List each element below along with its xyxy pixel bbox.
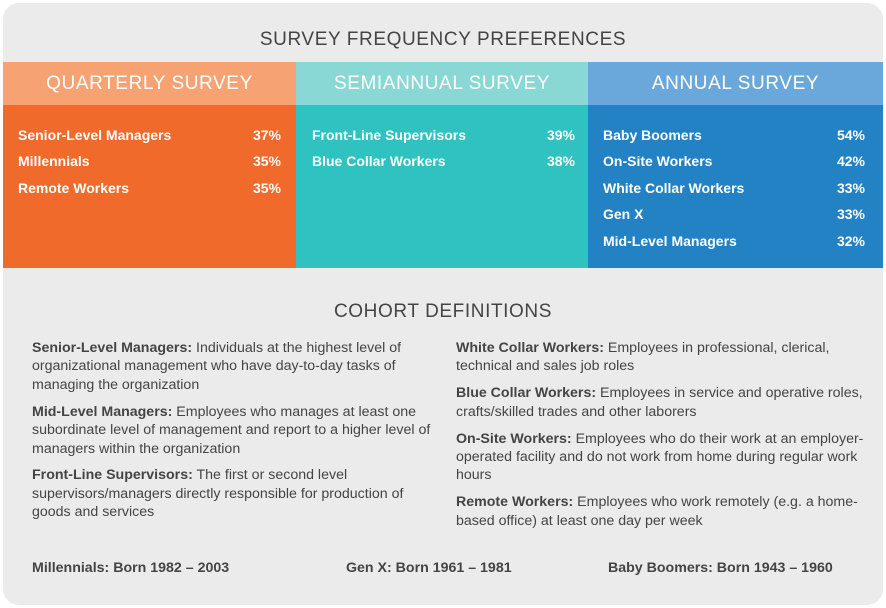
- semiannual-column: SEMIANNUAL SURVEY Front-Line Supervisors…: [296, 62, 588, 268]
- annual-header: ANNUAL SURVEY: [588, 62, 883, 105]
- definition: Remote Workers: Employees who work remot…: [456, 494, 858, 529]
- definition: Front-Line Supervisors: The first or sec…: [32, 467, 404, 521]
- list-item: Millennials 35%: [18, 153, 281, 170]
- list-item: Senior-Level Managers 37%: [18, 127, 281, 143]
- list-item: Mid-Level Managers 32%: [603, 232, 865, 249]
- definition: Blue Collar Workers: Employees in servic…: [456, 385, 863, 420]
- definitions-title: COHORT DEFINITIONS: [333, 301, 553, 322]
- page-title: SURVEY FREQUENCY PREFERENCES: [259, 29, 627, 50]
- genx-born: Gen X: Born 1961 – 1981: [346, 560, 512, 576]
- quarterly-header: QUARTERLY SURVEY: [3, 62, 296, 105]
- list-item: Gen X 33%: [603, 206, 865, 223]
- definitions-left: Senior-Level Managers: Individuals at th…: [32, 339, 432, 530]
- definition: Senior-Level Managers: Individuals at th…: [32, 340, 402, 393]
- quarterly-column: QUARTERLY SURVEY Senior-Level Managers 37…: [3, 62, 296, 268]
- definition: On-Site Workers: Employees who do their …: [456, 430, 864, 484]
- definitions-right: White Collar Workers: Employees in profe…: [456, 339, 866, 539]
- list-item: Front-Line Supervisors 39%: [312, 127, 575, 143]
- semiannual-header: SEMIANNUAL SURVEY: [296, 62, 588, 105]
- boomers-born: Baby Boomers: Born 1943 – 1960: [608, 560, 833, 576]
- infographic-card: SURVEY FREQUENCY PREFERENCES QUARTERLY S…: [3, 3, 883, 605]
- millennials-born: Millennials: Born 1982 – 2003: [32, 560, 230, 576]
- list-item: Baby Boomers 54%: [603, 127, 865, 143]
- definition: White Collar Workers: Employees in profe…: [456, 340, 830, 375]
- list-item: On-Site Workers 42%: [603, 153, 865, 170]
- list-item: Blue Collar Workers 38%: [312, 153, 575, 170]
- list-item: White Collar Workers 33%: [603, 179, 865, 196]
- annual-column: ANNUAL SURVEY Baby Boomers 54% On-Site Wo…: [588, 62, 883, 268]
- list-item: Remote Workers 35%: [18, 179, 281, 196]
- definition: Mid-Level Managers: Employees who manage…: [32, 403, 431, 457]
